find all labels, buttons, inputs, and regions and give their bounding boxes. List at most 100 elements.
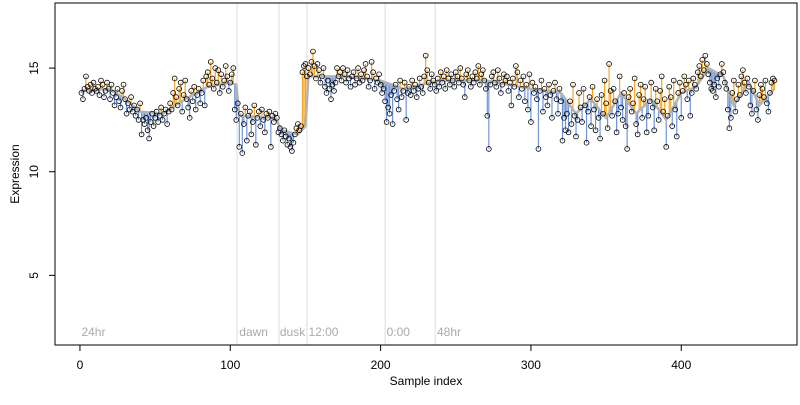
point: [508, 102, 515, 109]
point: [474, 75, 480, 82]
point: [710, 88, 716, 94]
point: [549, 115, 555, 121]
point: [80, 96, 86, 102]
point: [621, 90, 627, 96]
point: [528, 119, 534, 125]
point: [658, 73, 665, 80]
point: [192, 106, 199, 113]
point: [216, 90, 223, 96]
point: [675, 90, 682, 96]
point: [619, 117, 626, 123]
point: [248, 131, 255, 138]
point: [298, 123, 304, 129]
point: [519, 86, 525, 92]
point: [634, 131, 641, 138]
annotation: dusk: [280, 325, 306, 339]
point: [274, 115, 280, 121]
y-tick-label: 10: [27, 165, 41, 179]
point: [490, 69, 497, 76]
point: [239, 150, 246, 156]
point: [230, 65, 237, 71]
point: [591, 106, 597, 113]
point: [431, 81, 438, 88]
point: [350, 69, 357, 76]
point: [427, 86, 434, 92]
point: [383, 119, 390, 125]
point: [271, 119, 277, 125]
point: [679, 88, 686, 94]
point: [343, 79, 349, 86]
point: [627, 86, 633, 92]
point: [559, 137, 566, 144]
point: [597, 135, 603, 142]
point: [370, 69, 376, 76]
point: [215, 67, 222, 73]
point: [511, 83, 518, 90]
point: [171, 75, 178, 82]
point: [96, 92, 103, 98]
point: [667, 94, 674, 100]
point: [759, 86, 766, 92]
point: [150, 123, 157, 129]
point: [574, 117, 581, 123]
point: [385, 104, 391, 111]
point: [639, 115, 645, 121]
point: [534, 96, 540, 102]
point: [592, 127, 599, 134]
point: [541, 86, 548, 92]
point: [553, 96, 560, 102]
point: [642, 83, 648, 90]
point: [337, 69, 343, 76]
point: [344, 67, 351, 73]
point: [529, 79, 536, 86]
point: [153, 108, 160, 115]
point: [386, 110, 393, 117]
point: [442, 86, 449, 92]
point: [137, 100, 143, 107]
point: [159, 117, 166, 123]
point: [697, 73, 704, 80]
point: [547, 92, 554, 98]
point: [168, 106, 175, 113]
point: [477, 81, 483, 88]
point: [218, 71, 225, 78]
point: [352, 81, 358, 88]
point: [265, 115, 271, 121]
point: [436, 83, 443, 90]
annotation: dawn: [239, 325, 268, 339]
point: [567, 98, 573, 105]
point: [636, 92, 642, 98]
point: [158, 104, 164, 111]
point: [310, 48, 316, 55]
point: [606, 61, 612, 67]
point: [573, 133, 579, 140]
point: [425, 79, 432, 86]
point: [266, 108, 273, 115]
point: [409, 77, 415, 84]
point: [678, 115, 685, 121]
point: [685, 77, 692, 84]
point: [469, 73, 476, 80]
point: [604, 125, 611, 131]
point: [756, 92, 763, 98]
point: [728, 115, 734, 121]
point: [104, 79, 110, 86]
point: [131, 102, 137, 109]
point: [117, 104, 124, 111]
point: [198, 90, 205, 96]
point: [696, 63, 703, 69]
point: [253, 141, 259, 148]
point: [631, 75, 638, 82]
point: [480, 67, 486, 73]
point: [661, 96, 668, 102]
point: [725, 106, 731, 113]
point: [747, 102, 754, 109]
point: [380, 86, 387, 92]
point: [382, 98, 388, 105]
point: [746, 83, 752, 90]
point: [188, 88, 194, 94]
point: [221, 77, 228, 84]
point: [493, 83, 500, 90]
point: [143, 115, 149, 121]
point: [250, 119, 256, 125]
